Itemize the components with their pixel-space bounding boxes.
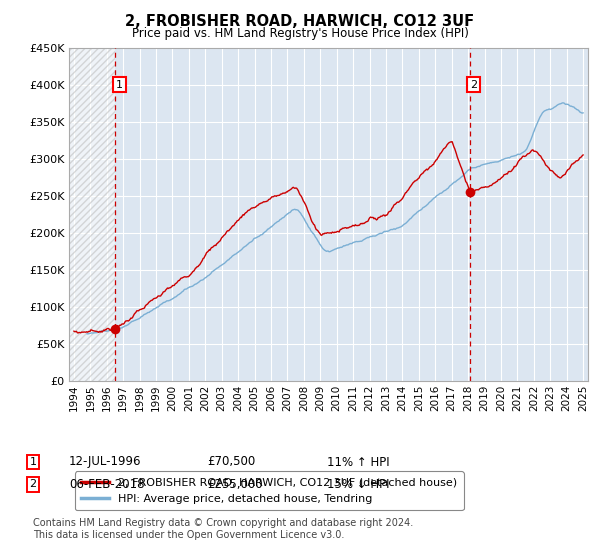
- Legend: 2, FROBISHER ROAD, HARWICH, CO12 3UF (detached house), HPI: Average price, detac: 2, FROBISHER ROAD, HARWICH, CO12 3UF (de…: [74, 472, 464, 510]
- Text: 2, FROBISHER ROAD, HARWICH, CO12 3UF: 2, FROBISHER ROAD, HARWICH, CO12 3UF: [125, 14, 475, 29]
- Bar: [69, 48, 115, 381]
- Text: 15% ↓ HPI: 15% ↓ HPI: [327, 478, 389, 491]
- Text: 12-JUL-1996: 12-JUL-1996: [69, 455, 142, 469]
- Text: 2: 2: [29, 479, 37, 489]
- Text: £70,500: £70,500: [207, 455, 255, 469]
- Text: Contains HM Land Registry data © Crown copyright and database right 2024.
This d: Contains HM Land Registry data © Crown c…: [33, 519, 413, 540]
- Text: 11% ↑ HPI: 11% ↑ HPI: [327, 455, 389, 469]
- Text: £255,000: £255,000: [207, 478, 263, 491]
- Text: Price paid vs. HM Land Registry's House Price Index (HPI): Price paid vs. HM Land Registry's House …: [131, 27, 469, 40]
- Text: 06-FEB-2018: 06-FEB-2018: [69, 478, 145, 491]
- Text: 1: 1: [116, 80, 123, 90]
- Text: 1: 1: [29, 457, 37, 467]
- Text: 2: 2: [470, 80, 477, 90]
